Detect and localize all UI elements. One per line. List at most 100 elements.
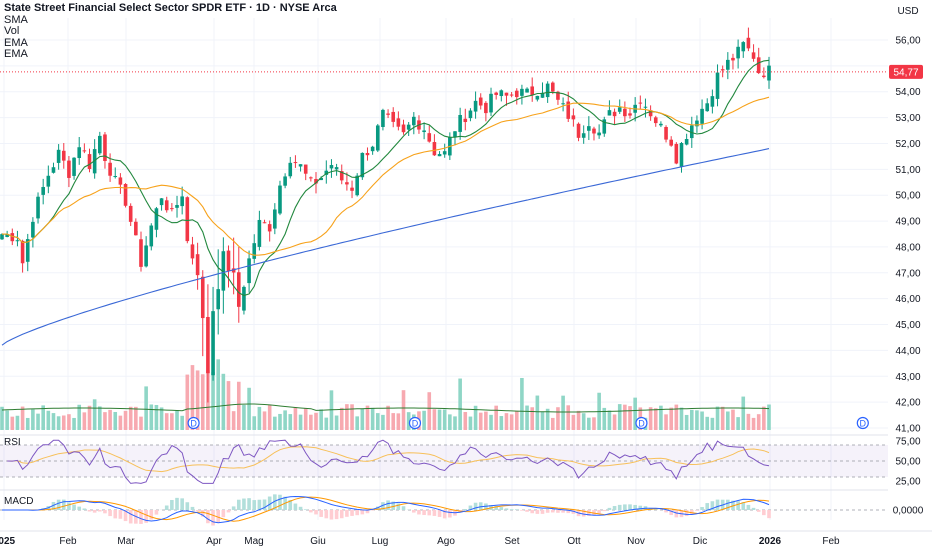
macd-hist-bar [623, 504, 627, 510]
macd-hist-bar [72, 504, 76, 510]
macd-hist-bar [273, 494, 277, 510]
candle-body [509, 94, 514, 96]
candle-body [41, 187, 45, 195]
macd-hist-bar [422, 510, 426, 516]
volume-bar [20, 406, 25, 430]
price-pane [0, 27, 888, 403]
candle-body [710, 96, 715, 107]
rsi-label: RSI [4, 437, 21, 448]
candle-body [211, 311, 215, 376]
macd-hist-bar [77, 506, 82, 510]
volume-bar [468, 416, 473, 430]
y-tick-label: 53,00 [895, 113, 920, 124]
volume-bar [41, 405, 45, 430]
macd-hist-bar [128, 510, 133, 524]
volume-bar [437, 409, 442, 430]
legend-vol[interactable]: Vol [4, 25, 20, 37]
candle-body [581, 133, 586, 138]
volume-bar [587, 417, 591, 430]
legend-sma[interactable]: SMA [4, 13, 28, 26]
y-tick-label: 47,00 [895, 268, 920, 279]
candle-body [401, 124, 406, 133]
candle-body [334, 167, 339, 170]
macd-hist-bar [592, 510, 596, 516]
ema-short-line [2, 96, 770, 256]
volume-bar [164, 413, 169, 430]
y-tick-label: 51,00 [895, 165, 920, 176]
y-tick-label: 54,00 [895, 87, 920, 98]
macd-hist-bar [499, 507, 504, 510]
macd-hist-bar [51, 501, 56, 510]
candle-body [98, 135, 102, 154]
macd-hist-bar [319, 510, 323, 517]
macd-hist-bar [432, 510, 437, 516]
volume-bar [231, 411, 236, 430]
volume-bar [92, 399, 97, 430]
macd-hist-bar [293, 503, 298, 510]
volume-bar [216, 359, 221, 430]
candle-body [365, 152, 370, 156]
rsi-tick-label: 75,00 [895, 437, 920, 448]
chart-title: State Street Financial Select Sector SPD… [4, 2, 337, 14]
candle-body [664, 126, 668, 140]
macd-hist-bar [612, 506, 617, 510]
candle-body [720, 69, 725, 71]
candle-body [56, 149, 61, 163]
candle-body [67, 160, 71, 178]
volume-bar [273, 416, 277, 430]
candle-body [659, 123, 663, 126]
candle-body [530, 86, 535, 96]
macd-hist-bar [746, 504, 751, 510]
y-tick-label: 41,00 [895, 424, 920, 435]
macd-hist-bar [298, 506, 303, 510]
candle-body [396, 118, 401, 127]
candle-body [113, 176, 118, 178]
macd-hist-bar [236, 499, 241, 510]
legend-ema-2[interactable]: EMA [4, 48, 28, 60]
candle-body [453, 131, 457, 138]
macd-hist-bar [514, 509, 519, 510]
y-tick-label: 49,00 [895, 217, 920, 228]
candle-body [0, 234, 4, 240]
volume-bar [540, 411, 545, 430]
macd-hist-bar [118, 510, 123, 519]
macd-hist-bar [556, 510, 560, 513]
volume-bar [401, 390, 406, 430]
candle-body [319, 177, 323, 181]
volume-bar [242, 404, 246, 430]
candle-body [144, 245, 148, 267]
candle-body [345, 182, 349, 185]
macd-hist-bar [175, 497, 179, 510]
candle-body [381, 109, 385, 127]
x-tick-label: Ago [437, 536, 455, 547]
legend-ema-1[interactable]: EMA [4, 36, 28, 49]
volume-bar [762, 406, 766, 430]
x-tick-label: Giu [310, 536, 326, 547]
candle-body [525, 88, 529, 93]
volume-bar [365, 405, 370, 430]
candle-body [741, 42, 746, 52]
candle-body [494, 92, 498, 95]
volume-bar [571, 414, 576, 430]
volume-bar [756, 414, 761, 430]
x-tick-label: Mar [117, 536, 135, 547]
volume-bar [509, 414, 514, 430]
volume-bar [87, 405, 92, 430]
candle-body [561, 103, 565, 105]
volume-bar [751, 417, 756, 430]
macd-hist-bar [401, 506, 406, 510]
candle-body [242, 286, 246, 311]
macd-hist-bar [149, 510, 154, 520]
volume-bar [525, 405, 529, 430]
candle-body [128, 205, 133, 222]
volume-bar [381, 414, 385, 430]
candle-body [679, 142, 684, 167]
macd-hist-bar [200, 510, 205, 517]
candle-body [134, 221, 138, 236]
macd-hist-bar [139, 510, 143, 524]
volume-bar [257, 406, 262, 430]
y-tick-label: 43,00 [895, 372, 920, 383]
volume-bar [396, 413, 401, 430]
macd-hist-bar [211, 510, 215, 526]
